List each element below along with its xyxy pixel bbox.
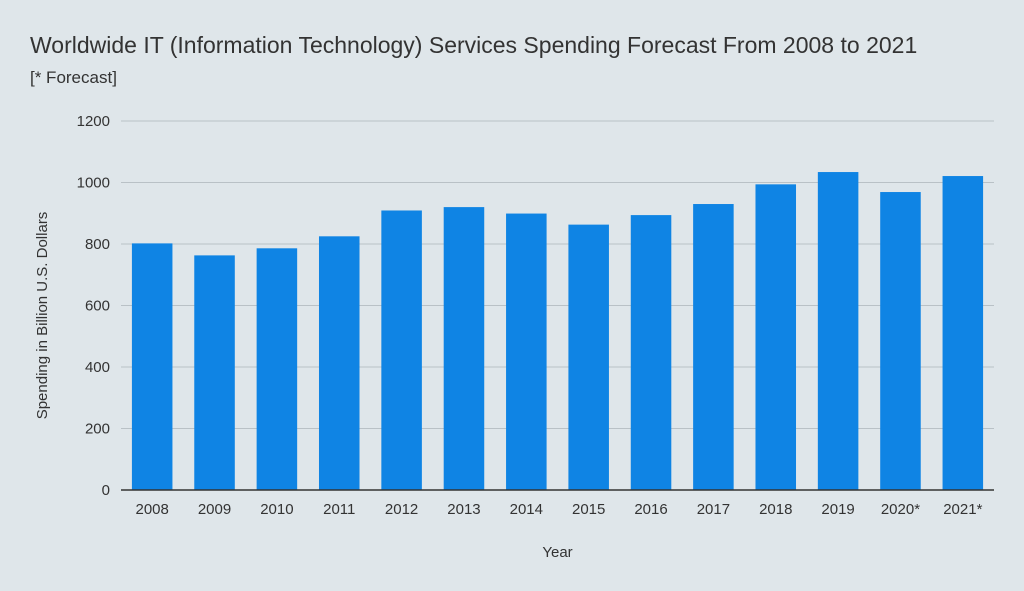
x-tick-label: 2012 <box>385 501 418 518</box>
x-tick-label: 2019 <box>821 501 854 518</box>
y-tick-label: 0 <box>102 482 110 499</box>
x-tick-label: 2020* <box>881 501 920 518</box>
x-tick-label: 2009 <box>198 501 231 518</box>
x-tick-label: 2013 <box>447 501 480 518</box>
x-tick-label: 2016 <box>634 501 667 518</box>
y-tick-label: 600 <box>85 298 110 315</box>
x-tick-label: 2010 <box>260 501 293 518</box>
y-tick-label: 200 <box>85 421 110 438</box>
bar-2013 <box>443 207 485 490</box>
x-tick-label: 2015 <box>572 501 605 518</box>
y-axis-ticks: 0 200 400 600 800 1000 1200 <box>77 113 110 499</box>
x-tick-label: 2018 <box>759 501 792 518</box>
bar-2019 <box>817 172 859 491</box>
bars <box>131 172 984 491</box>
chart-title: Worldwide IT (Information Technology) Se… <box>30 32 918 58</box>
bar-2016 <box>630 215 672 490</box>
bar-2018 <box>755 184 797 490</box>
y-tick-label: 1000 <box>77 175 110 192</box>
x-tick-label: 2008 <box>135 501 168 518</box>
y-tick-label: 800 <box>85 236 110 253</box>
bar-2020-forecast <box>880 192 921 490</box>
bar-2010 <box>256 248 298 490</box>
x-tick-label: 2011 <box>323 501 355 518</box>
grid-lines <box>121 120 994 429</box>
y-axis-label: Spending in Billion U.S. Dollars <box>34 212 51 420</box>
y-tick-label: 400 <box>85 359 110 376</box>
bar-2009 <box>194 255 235 490</box>
bar-2017 <box>693 204 734 490</box>
chart-subtitle: [* Forecast] <box>30 68 117 87</box>
x-tick-label: 2014 <box>510 501 543 518</box>
bar-2012 <box>381 210 422 491</box>
bar-2008 <box>131 243 173 490</box>
x-axis-label: Year <box>542 544 572 561</box>
bar-2021-forecast <box>942 176 984 491</box>
x-axis-ticks: 2008 2009 2010 2011 2012 2013 2014 2015 2016 2017… <box>135 501 982 518</box>
x-tick-label: 2021* <box>943 501 982 518</box>
bar-2011 <box>318 236 360 490</box>
x-tick-label: 2017 <box>697 501 730 518</box>
y-tick-label: 1200 <box>77 113 110 130</box>
bar-2014 <box>506 213 547 490</box>
bar-2015 <box>568 224 609 490</box>
